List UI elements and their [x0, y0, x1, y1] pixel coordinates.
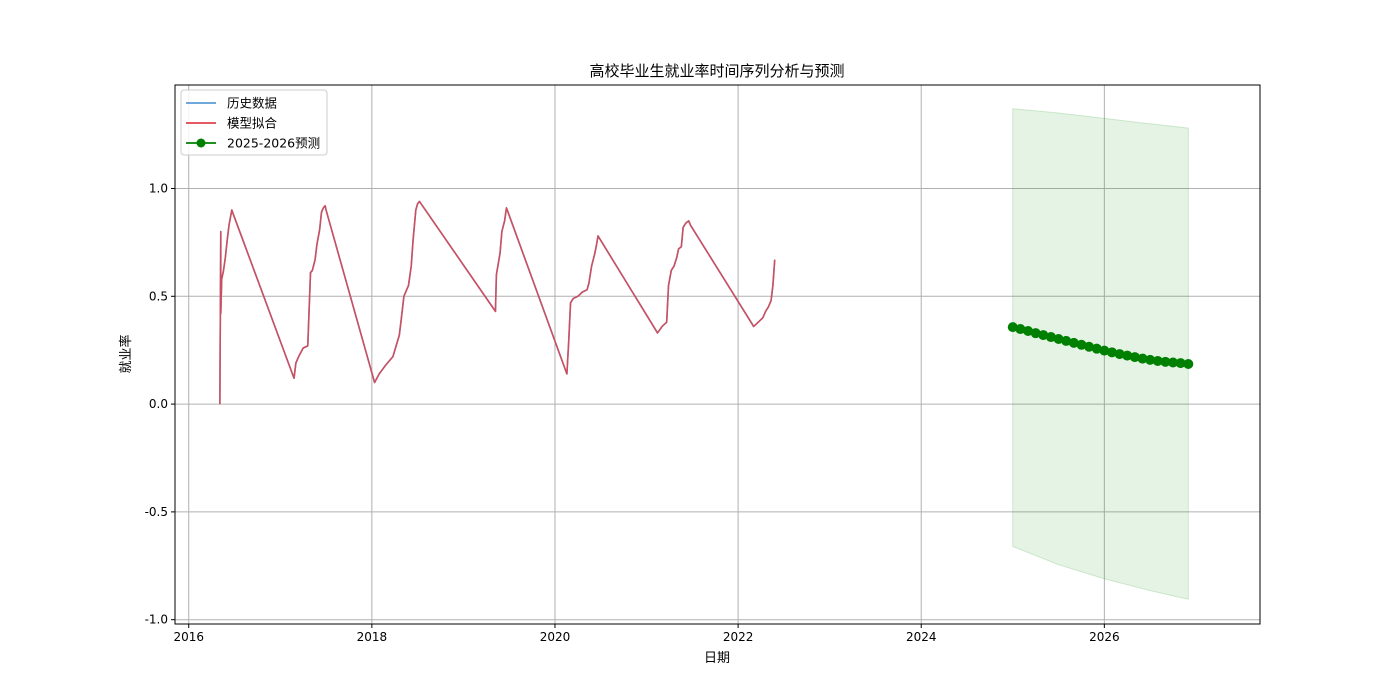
forecast-point — [1122, 350, 1133, 361]
chart-title: 高校毕业生就业率时间序列分析与预测 — [589, 62, 844, 80]
forecast-point — [1114, 349, 1125, 360]
x-tick-label: 2022 — [723, 630, 754, 644]
y-tick-label: 0.0 — [149, 397, 168, 411]
legend-marker — [196, 138, 206, 148]
forecast-point — [1137, 353, 1148, 364]
y-tick-label: -1.0 — [145, 613, 168, 627]
x-tick-label: 2026 — [1089, 630, 1120, 644]
plot-frame — [174, 84, 1261, 625]
forecast-confidence-band — [1012, 108, 1189, 600]
forecast-point — [1168, 357, 1179, 368]
x-tick-label: 2020 — [540, 630, 571, 644]
x-tick-label: 2024 — [906, 630, 937, 644]
forecast-markers — [1007, 322, 1194, 369]
forecast-point — [1099, 345, 1110, 356]
forecast-point — [1175, 358, 1186, 369]
forecast-point — [1015, 324, 1026, 335]
y-axis: -1.0 -0.5 0.0 0.5 1.0 — [145, 181, 175, 627]
confidence-band — [1012, 108, 1189, 600]
grid — [175, 85, 1260, 624]
y-tick-label: -0.5 — [145, 505, 168, 519]
forecast-point — [1129, 352, 1140, 363]
forecast-point — [1068, 337, 1079, 348]
legend-label: 模型拟合 — [227, 116, 278, 131]
forecast-point — [1152, 355, 1163, 366]
forecast-point — [1045, 332, 1056, 343]
forecast-point — [1030, 328, 1041, 339]
x-tick-label: 2016 — [173, 630, 204, 644]
forecast-point — [1061, 335, 1072, 346]
forecast-point — [1160, 356, 1171, 367]
legend-label: 2025-2026预测 — [227, 136, 320, 151]
forecast-point — [1183, 358, 1194, 369]
legend-label: 历史数据 — [227, 96, 277, 111]
model-fit-line — [219, 200, 776, 405]
forecast-point — [1106, 347, 1117, 358]
forecast-point — [1023, 325, 1034, 336]
x-tick-label: 2018 — [357, 630, 388, 644]
forecast-point — [1084, 341, 1095, 352]
forecast-point — [1091, 343, 1102, 354]
forecast-point — [1038, 330, 1049, 341]
y-tick-label: 1.0 — [149, 181, 168, 195]
forecast-point — [1145, 354, 1156, 365]
x-axis-title: 日期 — [704, 651, 730, 666]
forecast-point — [1007, 322, 1018, 333]
legend-box — [180, 89, 328, 156]
x-axis: 2016 2018 2020 2022 2024 2026 — [173, 624, 1120, 644]
y-axis-title: 就业率 — [118, 334, 134, 373]
forecast-point — [1053, 333, 1064, 344]
y-tick-label: 0.5 — [149, 289, 168, 303]
forecast-point — [1076, 339, 1087, 350]
